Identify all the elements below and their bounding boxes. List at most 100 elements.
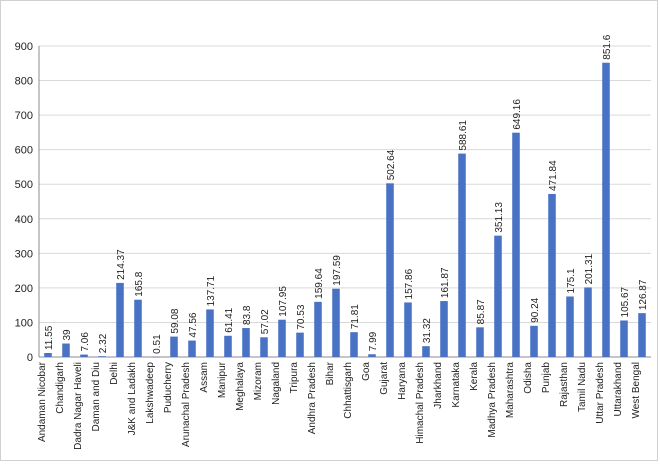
bar <box>62 343 70 357</box>
data-label: 83.8 <box>242 305 253 325</box>
data-label: 161.87 <box>440 267 451 298</box>
y-tick-label: 100 <box>15 317 33 329</box>
data-label: 57.02 <box>260 309 271 334</box>
x-tick-label: Tripura <box>289 362 300 394</box>
y-tick-label: 200 <box>15 283 33 295</box>
x-tick-label: Nagaland <box>271 362 282 405</box>
bar <box>440 301 448 357</box>
x-tick-label: Delhi <box>109 362 120 385</box>
bar <box>170 336 178 357</box>
x-tick-label: Tamil Nadu <box>577 362 588 412</box>
data-label: 197.59 <box>332 255 343 286</box>
x-tick-label: Goa <box>361 362 372 381</box>
y-tick-label: 0 <box>27 352 33 364</box>
data-label: 502.64 <box>386 149 397 180</box>
x-tick-label: Lakshwadeep <box>145 362 156 424</box>
bar <box>494 235 502 357</box>
data-label: 0.51 <box>152 334 163 354</box>
bar <box>116 282 124 357</box>
data-label: 7.99 <box>368 331 379 351</box>
x-tick-label: Assam <box>199 362 210 393</box>
data-label: 649.16 <box>512 99 523 130</box>
data-label: 31.32 <box>422 318 433 343</box>
data-label: 159.64 <box>314 268 325 299</box>
gridlines <box>39 45 651 358</box>
x-tick-label: Uttarakhand <box>613 362 624 416</box>
x-tick-label: Arunachal Pradesh <box>181 362 192 447</box>
bar <box>584 287 592 357</box>
x-tick-label: Haryana <box>397 362 408 400</box>
bar <box>602 62 610 358</box>
data-label: 201.31 <box>584 253 595 284</box>
y-tick-label: 500 <box>15 179 33 191</box>
bar <box>350 332 358 357</box>
x-tick-label: Madhya Pradesh <box>487 362 498 438</box>
x-tick-label: Daman and Diu <box>91 362 102 431</box>
bar <box>314 301 322 357</box>
bar <box>152 356 160 358</box>
data-label: 471.84 <box>548 160 559 191</box>
data-label: 165.8 <box>134 271 145 296</box>
data-label: 59.08 <box>170 308 181 333</box>
data-label: 90.24 <box>530 297 541 322</box>
x-tick-label: Meghalaya <box>235 362 246 411</box>
bar <box>620 320 628 357</box>
y-tick-label: 300 <box>15 248 33 260</box>
bar <box>332 288 340 357</box>
y-axis: 0 100 200 300 400 500 600 700 800 900 <box>15 41 651 364</box>
x-tick-label: Jharkhand <box>433 362 444 409</box>
x-tick-label: Punjab <box>541 362 552 394</box>
bar <box>188 340 196 357</box>
data-label: 588.61 <box>458 120 469 151</box>
bar <box>206 309 214 357</box>
bar <box>512 132 520 357</box>
x-tick-label: Maharashtra <box>505 362 516 419</box>
bar <box>98 356 106 357</box>
bar <box>242 328 250 357</box>
y-tick-label: 900 <box>15 41 33 53</box>
data-label: 11.55 <box>44 325 55 350</box>
data-label: 71.81 <box>350 304 361 329</box>
x-tick-label: Uttar Pradesh <box>595 362 606 424</box>
data-label: 105.67 <box>620 286 631 317</box>
y-tick-label: 600 <box>15 145 33 157</box>
bar <box>224 335 232 357</box>
data-label: 47.56 <box>188 312 199 337</box>
bar <box>134 299 142 357</box>
x-tick-label: Dadra Nagar Haveli <box>73 362 84 450</box>
bar <box>404 302 412 357</box>
data-label: 351.13 <box>494 202 505 233</box>
bar <box>548 193 556 357</box>
y-tick-label: 700 <box>15 110 33 122</box>
x-tick-label: Puducherry <box>163 362 174 413</box>
data-label: 851.6 <box>602 34 613 59</box>
y-tick-label: 400 <box>15 214 33 226</box>
bar <box>458 153 466 357</box>
data-label: 7.06 <box>80 332 91 352</box>
data-label: 214.37 <box>116 249 127 280</box>
bar <box>476 327 484 357</box>
data-label: 175.1 <box>566 268 577 293</box>
data-label: 126.87 <box>638 279 649 310</box>
x-tick-label: Karnataka <box>451 362 462 408</box>
data-label: 107.95 <box>278 286 289 317</box>
bar <box>44 353 52 357</box>
x-axis-labels: Andaman Nicobar Chandigarh Dadra Nagar Hav… <box>37 361 642 449</box>
x-tick-label: Chhattisgarh <box>343 362 354 419</box>
data-label: 85.87 <box>476 299 487 324</box>
bar <box>80 354 88 357</box>
bar <box>530 325 538 357</box>
x-tick-label: Mizoram <box>253 362 264 400</box>
bar <box>368 354 376 357</box>
x-tick-label: Andhra Pradesh <box>307 362 318 434</box>
bar <box>638 313 646 357</box>
bar <box>566 296 574 357</box>
value-labels: 11.55 39 7.06 2.32 214.37 165.8 0.51 59.08 47.56… <box>44 34 649 354</box>
data-label: 157.86 <box>404 268 415 299</box>
x-tick-label: Kerala <box>469 362 480 391</box>
x-tick-label: Manipur <box>217 361 228 398</box>
x-tick-label: West Bengal <box>631 362 642 419</box>
x-tick-label: Chandigarh <box>55 362 66 414</box>
